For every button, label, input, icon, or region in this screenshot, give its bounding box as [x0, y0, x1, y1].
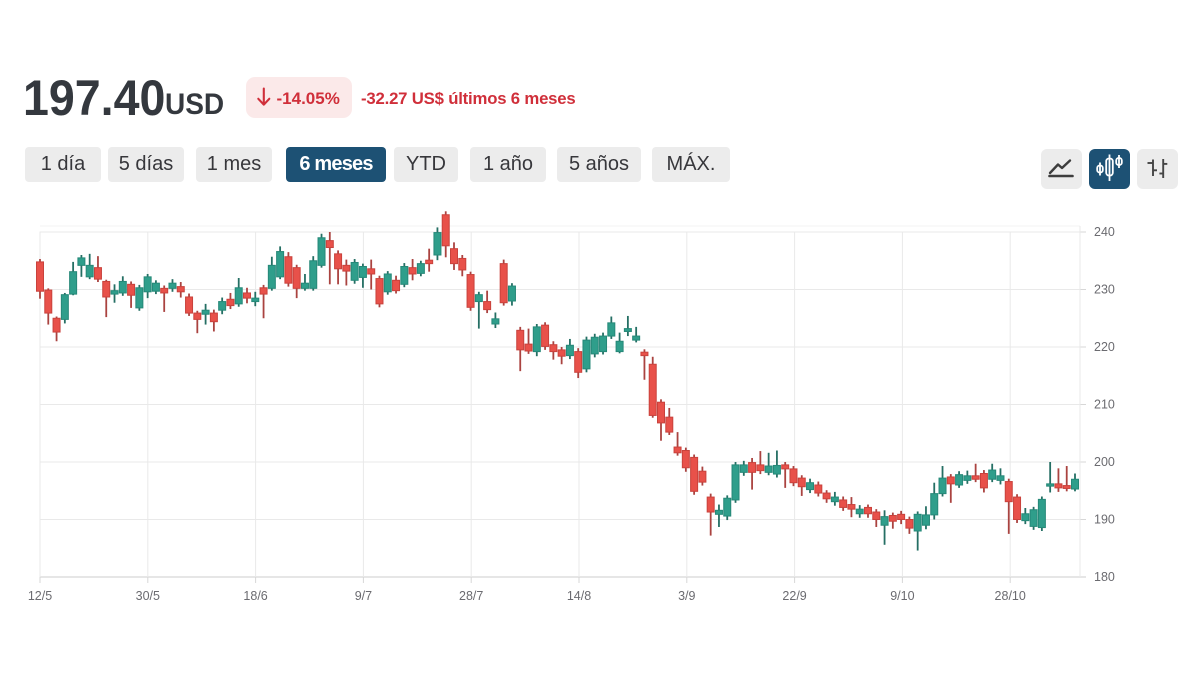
svg-text:190: 190 [1094, 513, 1115, 527]
svg-text:210: 210 [1094, 398, 1115, 412]
svg-text:180: 180 [1094, 570, 1115, 584]
svg-text:22/9: 22/9 [782, 589, 806, 603]
svg-text:220: 220 [1094, 340, 1115, 354]
svg-text:14/8: 14/8 [567, 589, 591, 603]
svg-text:230: 230 [1094, 283, 1115, 297]
svg-text:3/9: 3/9 [678, 589, 695, 603]
svg-text:28/10: 28/10 [995, 589, 1026, 603]
svg-text:18/6: 18/6 [243, 589, 267, 603]
svg-text:9/10: 9/10 [890, 589, 914, 603]
svg-text:12/5: 12/5 [28, 589, 52, 603]
svg-text:28/7: 28/7 [459, 589, 483, 603]
svg-text:200: 200 [1094, 455, 1115, 469]
svg-text:30/5: 30/5 [136, 589, 160, 603]
svg-text:9/7: 9/7 [355, 589, 372, 603]
svg-text:240: 240 [1094, 225, 1115, 239]
